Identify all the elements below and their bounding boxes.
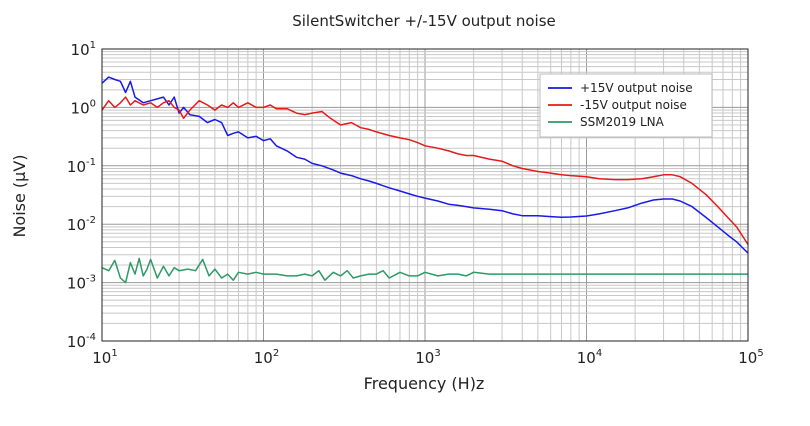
grid (102, 49, 748, 341)
series-line (101, 76, 749, 254)
x-tick-label: 102 (254, 348, 279, 367)
y-axis-ticks: 101 100 10-1 10-2 10-3 10-4 (67, 40, 96, 351)
y-tick-label: 10-3 (67, 274, 96, 293)
series-line (101, 96, 749, 245)
x-tick-label: 105 (738, 348, 763, 367)
series-line (101, 257, 748, 284)
y-tick-label: 10-4 (67, 332, 96, 351)
chart-title: SilentSwitcher +/-15V output noise (292, 12, 556, 30)
y-tick-label: 100 (71, 98, 96, 117)
y-tick-label: 101 (71, 40, 96, 59)
legend-label: SSM2019 LNA (580, 115, 665, 129)
plot-frame (101, 48, 749, 342)
x-tick-label: 104 (577, 348, 602, 367)
y-tick-label: 10-2 (67, 215, 96, 234)
y-tick-label: 10-1 (67, 157, 96, 176)
x-tick-label: 101 (92, 348, 117, 367)
x-axis-label: Frequency (H)z (364, 374, 485, 393)
x-tick-label: 103 (415, 348, 440, 367)
x-axis-ticks: 101 102 103 104 105 (92, 348, 763, 367)
legend-label: -15V output noise (580, 98, 687, 112)
y-axis-label: Noise (µV) (10, 154, 29, 237)
series-group (101, 76, 749, 284)
legend: +15V output noise -15V output noise SSM201… (539, 73, 713, 138)
legend-label: +15V output noise (580, 81, 693, 95)
